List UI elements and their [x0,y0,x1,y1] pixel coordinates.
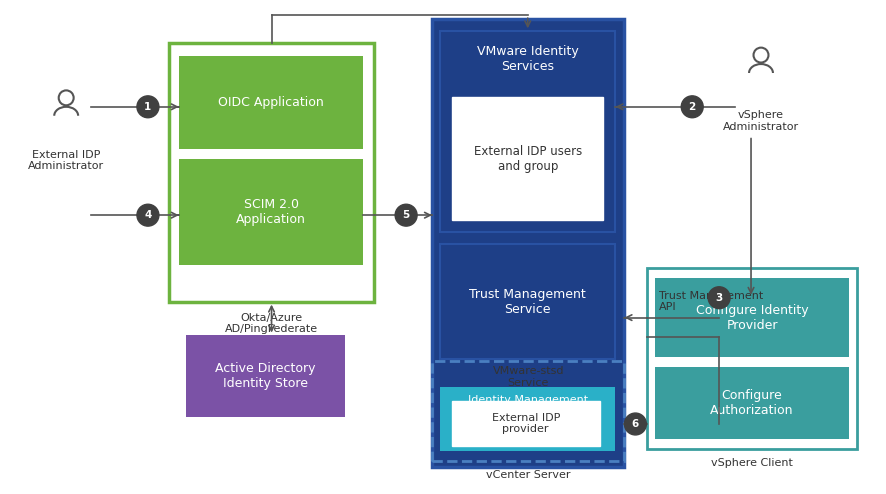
Text: VMware Identity
Services: VMware Identity Services [477,45,579,73]
Circle shape [137,204,159,226]
Circle shape [625,413,647,435]
Text: vCenter Server: vCenter Server [486,470,571,480]
Text: OIDC Application: OIDC Application [218,96,324,109]
Text: VMware-stsd
Service: VMware-stsd Service [493,367,564,388]
Text: Configure Identity
Provider: Configure Identity Provider [696,304,808,331]
FancyBboxPatch shape [656,368,849,439]
Text: 5: 5 [402,210,409,220]
FancyBboxPatch shape [440,244,616,359]
Circle shape [395,204,417,226]
Text: Configure
Authorization: Configure Authorization [711,389,794,417]
FancyBboxPatch shape [179,56,363,149]
Text: Trust Management
Service: Trust Management Service [470,288,587,316]
Text: SCIM 2.0
Application: SCIM 2.0 Application [236,198,306,226]
FancyBboxPatch shape [186,335,346,417]
Circle shape [708,287,730,309]
Text: 6: 6 [632,419,639,429]
Text: 1: 1 [144,102,152,112]
Text: Identity Management
(IDM)
AdminServer: Identity Management (IDM) AdminServer [468,396,587,429]
Text: External IDP
Administrator: External IDP Administrator [28,150,105,171]
FancyBboxPatch shape [452,401,600,446]
FancyBboxPatch shape [440,387,616,451]
FancyBboxPatch shape [656,278,849,357]
Circle shape [137,96,159,118]
FancyBboxPatch shape [179,159,363,265]
Text: 4: 4 [144,210,152,220]
Text: 3: 3 [716,293,723,303]
FancyBboxPatch shape [452,97,603,220]
Text: 2: 2 [688,102,696,112]
Text: External IDP users
and group: External IDP users and group [474,145,582,172]
Text: vSphere
Administrator: vSphere Administrator [723,110,799,131]
Text: Trust Management
API: Trust Management API [659,291,764,313]
Circle shape [681,96,703,118]
Text: Active Directory
Identity Store: Active Directory Identity Store [215,362,315,390]
Text: Okta/Azure
AD/PingFederate: Okta/Azure AD/PingFederate [225,313,318,334]
FancyBboxPatch shape [432,19,625,467]
Text: vSphere Client: vSphere Client [711,458,793,468]
Text: External IDP
provider: External IDP provider [492,412,560,434]
FancyBboxPatch shape [440,31,616,232]
